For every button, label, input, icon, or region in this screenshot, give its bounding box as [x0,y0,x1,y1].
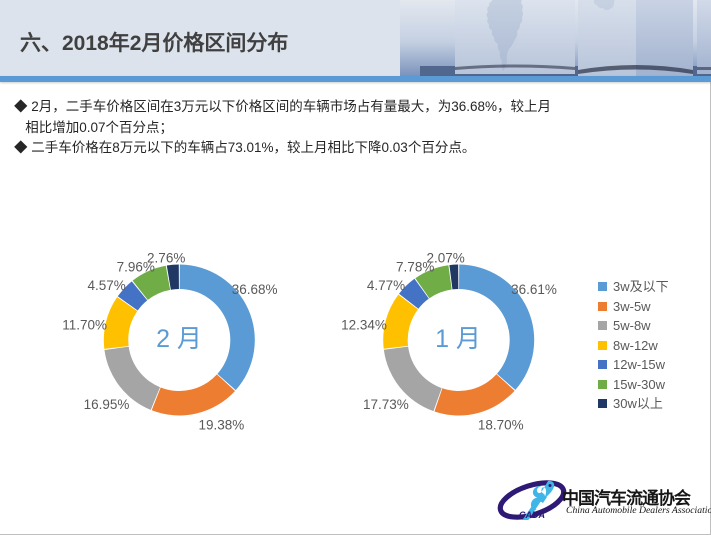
svg-text:4.57%: 4.57% [87,278,125,293]
svg-text:36.68%: 36.68% [232,282,278,297]
svg-text:1 月: 1 月 [435,325,481,353]
svg-text:36.61%: 36.61% [511,282,557,297]
svg-text:19.38%: 19.38% [199,418,245,433]
svg-text:CADA: CADA [519,510,545,520]
svg-text:18.70%: 18.70% [478,418,524,433]
svg-text:11.70%: 11.70% [62,318,107,333]
svg-text:2 月: 2 月 [156,325,202,353]
svg-text:17.73%: 17.73% [363,397,409,412]
svg-text:4.77%: 4.77% [367,278,405,293]
svg-text:12.34%: 12.34% [341,318,387,333]
svg-text:16.95%: 16.95% [84,397,130,412]
svg-text:2.07%: 2.07% [426,250,464,265]
svg-text:2.76%: 2.76% [147,250,185,265]
